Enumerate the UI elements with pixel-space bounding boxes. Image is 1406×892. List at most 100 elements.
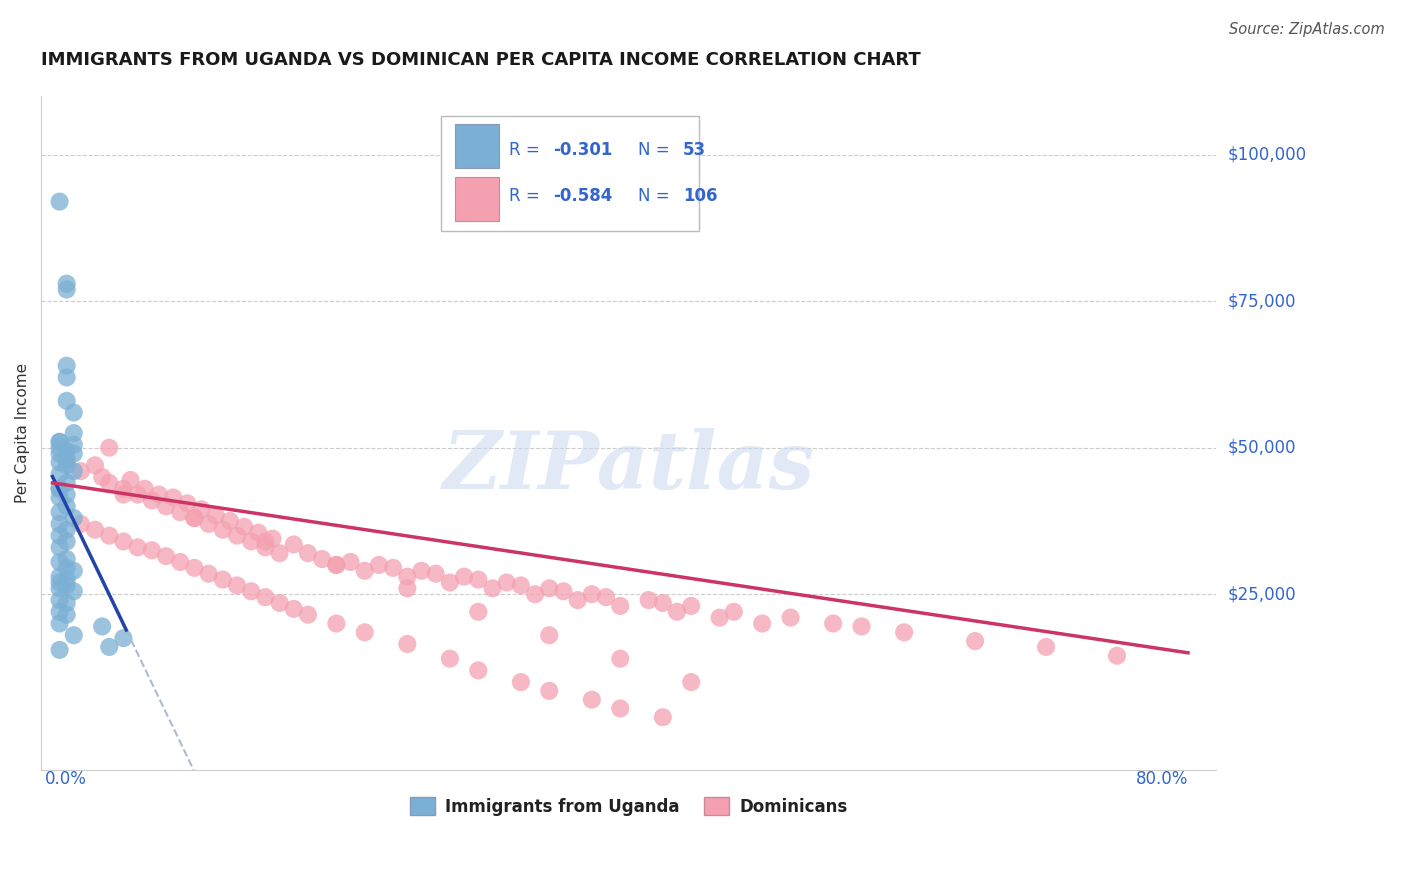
Point bbox=[48, 575, 70, 590]
Text: R =: R = bbox=[509, 141, 546, 159]
Point bbox=[823, 616, 845, 631]
Point bbox=[226, 528, 249, 542]
Text: N =: N = bbox=[638, 141, 675, 159]
Point bbox=[55, 500, 77, 514]
Point bbox=[48, 643, 70, 657]
Point bbox=[112, 482, 135, 496]
Point bbox=[169, 505, 191, 519]
Point bbox=[62, 438, 84, 452]
Point bbox=[538, 582, 561, 596]
FancyBboxPatch shape bbox=[440, 116, 699, 231]
Point bbox=[91, 619, 114, 633]
Point bbox=[48, 441, 70, 455]
Text: 106: 106 bbox=[683, 186, 717, 204]
Point bbox=[254, 541, 277, 555]
Point bbox=[183, 511, 205, 525]
Point bbox=[538, 684, 561, 698]
Text: $100,000: $100,000 bbox=[1227, 145, 1306, 164]
Point bbox=[70, 516, 93, 531]
Point bbox=[425, 566, 447, 581]
Text: 53: 53 bbox=[683, 141, 706, 159]
Text: 0.0%: 0.0% bbox=[45, 770, 87, 788]
Point bbox=[62, 464, 84, 478]
Point bbox=[55, 534, 77, 549]
Point bbox=[141, 493, 163, 508]
Point bbox=[55, 561, 77, 575]
Point bbox=[651, 710, 673, 724]
Point bbox=[176, 496, 198, 510]
Point bbox=[48, 593, 70, 607]
Point bbox=[467, 664, 489, 678]
Text: 80.0%: 80.0% bbox=[1136, 770, 1188, 788]
Text: R =: R = bbox=[509, 186, 546, 204]
Point bbox=[1105, 648, 1128, 663]
Point bbox=[155, 549, 177, 563]
Point bbox=[495, 575, 517, 590]
Point bbox=[70, 464, 93, 478]
Point bbox=[595, 590, 617, 604]
Point bbox=[62, 447, 84, 461]
Point bbox=[55, 359, 77, 373]
Point bbox=[48, 541, 70, 555]
Point bbox=[467, 605, 489, 619]
Point bbox=[197, 516, 219, 531]
Point bbox=[439, 575, 461, 590]
Point bbox=[98, 441, 121, 455]
Point bbox=[48, 447, 70, 461]
Point bbox=[48, 194, 70, 209]
Point bbox=[112, 487, 135, 501]
Point bbox=[325, 558, 347, 572]
Point bbox=[609, 651, 631, 665]
Point bbox=[481, 582, 503, 596]
Point bbox=[55, 523, 77, 537]
Point bbox=[467, 573, 489, 587]
Point bbox=[120, 473, 142, 487]
Point bbox=[48, 482, 70, 496]
Point bbox=[411, 564, 433, 578]
Point bbox=[48, 605, 70, 619]
Text: N =: N = bbox=[638, 186, 675, 204]
Point bbox=[396, 569, 419, 583]
Point bbox=[751, 616, 773, 631]
Point bbox=[148, 487, 170, 501]
Point bbox=[353, 564, 375, 578]
Point bbox=[55, 578, 77, 592]
Bar bbox=[454, 177, 499, 221]
Point bbox=[55, 552, 77, 566]
Point bbox=[91, 470, 114, 484]
Point bbox=[127, 541, 149, 555]
Point bbox=[48, 555, 70, 569]
Point bbox=[162, 491, 184, 505]
Point bbox=[709, 610, 731, 624]
Point bbox=[48, 467, 70, 481]
Point bbox=[509, 675, 531, 690]
Point bbox=[48, 434, 70, 449]
Point bbox=[779, 610, 801, 624]
Point bbox=[48, 505, 70, 519]
Point bbox=[439, 651, 461, 665]
Point bbox=[48, 616, 70, 631]
Point bbox=[723, 605, 745, 619]
Point bbox=[581, 692, 603, 706]
Point bbox=[204, 508, 226, 522]
Point bbox=[353, 625, 375, 640]
Point bbox=[112, 631, 135, 645]
Point bbox=[283, 602, 305, 616]
Point bbox=[851, 619, 873, 633]
Point bbox=[84, 458, 107, 473]
Point bbox=[226, 578, 249, 592]
Point bbox=[48, 482, 70, 496]
Point bbox=[538, 628, 561, 642]
Point bbox=[283, 537, 305, 551]
Point bbox=[55, 277, 77, 291]
Point bbox=[62, 628, 84, 642]
Point bbox=[55, 370, 77, 384]
Point bbox=[262, 532, 284, 546]
Point bbox=[55, 452, 77, 467]
Text: Source: ZipAtlas.com: Source: ZipAtlas.com bbox=[1229, 22, 1385, 37]
Point bbox=[48, 455, 70, 469]
Point bbox=[190, 502, 212, 516]
Bar bbox=[454, 125, 499, 169]
Point bbox=[681, 675, 703, 690]
Point bbox=[297, 546, 319, 560]
